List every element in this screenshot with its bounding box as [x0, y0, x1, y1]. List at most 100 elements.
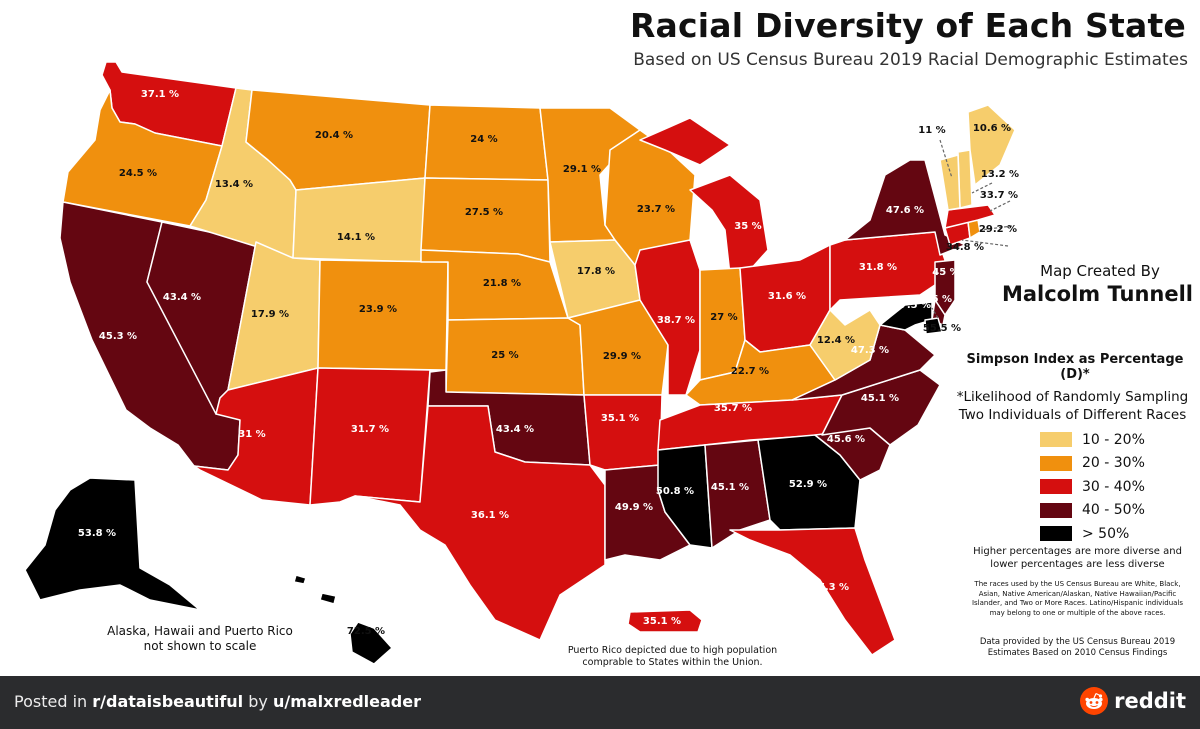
by-text: by	[248, 692, 268, 711]
alaska-hawaii-note: Alaska, Hawaii and Puerto Rico not shown…	[107, 624, 293, 653]
state-wy	[292, 177, 426, 263]
state-label-sc: 45.6 %	[827, 434, 865, 445]
state-label-nj: 45 %	[932, 267, 959, 278]
state-label-fl: 37.3 %	[811, 582, 849, 593]
puerto-rico-note: Puerto Rico depicted due to high populat…	[567, 645, 778, 668]
state-ar	[583, 394, 663, 471]
state-label-ga: 52.9 %	[789, 479, 827, 490]
reddit-wordmark: reddit	[1114, 689, 1186, 713]
state-label-oh: 31.6 %	[768, 291, 806, 302]
state-label-nm: 31.7 %	[351, 424, 389, 435]
legend-swatch	[1040, 526, 1072, 542]
data-source: Data provided by the US Census Bureau 20…	[979, 637, 1176, 658]
state-label-mn: 29.1 %	[563, 164, 601, 175]
legend-label: 40 - 50%	[1082, 502, 1145, 519]
state-label-nd: 24 %	[470, 134, 497, 145]
legend-label: 30 - 40%	[1082, 478, 1145, 495]
state-label-de: 46.5 %	[914, 294, 952, 305]
legend: 10 - 20% 20 - 30% 30 - 40% 40 - 50% > 50…	[1040, 428, 1145, 546]
state-label-dc: 55.5 %	[923, 323, 961, 334]
state-label-tn: 35.7 %	[714, 403, 752, 414]
state-label-ca: 45.3 %	[99, 331, 137, 342]
state-label-al: 45.1 %	[711, 482, 749, 493]
state-label-ar: 35.1 %	[601, 413, 639, 424]
state-label-nv: 43.4 %	[163, 292, 201, 303]
state-label-me: 10.6 %	[973, 123, 1011, 134]
state-label-az: 31 %	[238, 429, 265, 440]
state-al	[704, 439, 771, 549]
legend-label: > 50%	[1082, 525, 1130, 542]
state-label-nc: 45.1 %	[861, 393, 899, 404]
reddit-footer: Posted in r/dataisbeautiful by u/malxred…	[0, 676, 1200, 729]
state-label-ia: 17.8 %	[577, 266, 615, 277]
state-label-ri: 29.2 %	[979, 224, 1017, 235]
state-label-mo: 29.9 %	[603, 351, 641, 362]
legend-swatch	[1040, 455, 1072, 471]
state-label-ct: 34.8 %	[946, 242, 984, 253]
state-sd	[420, 177, 551, 263]
state-label-va: 47.3 %	[851, 345, 889, 356]
state-label-id: 13.4 %	[215, 179, 253, 190]
state-ak	[24, 477, 201, 611]
state-label-ok: 43.4 %	[496, 424, 534, 435]
state-label-pa: 31.8 %	[859, 262, 897, 273]
state-label-il: 38.7 %	[657, 315, 695, 326]
state-label-ms: 50.8 %	[656, 486, 694, 497]
map-title: Racial Diversity of Each State	[629, 6, 1186, 45]
state-label-wv: 12.4 %	[817, 335, 855, 346]
state-label-tx: 36.1 %	[471, 510, 509, 521]
state-il	[634, 239, 701, 396]
state-hi	[293, 574, 393, 665]
legend-item: 30 - 40%	[1040, 475, 1145, 499]
legend-item: > 50%	[1040, 522, 1145, 546]
legend-swatch	[1040, 432, 1072, 448]
state-label-ky: 22.7 %	[731, 366, 769, 377]
state-label-vt: 11 %	[918, 125, 945, 136]
state-label-in: 27 %	[710, 312, 737, 323]
state-label-hi: 72.5 %	[347, 626, 385, 637]
state-me	[967, 104, 1016, 186]
state-label-wi: 23.7 %	[637, 204, 675, 215]
posted-in-text: Posted in	[14, 692, 88, 711]
state-ny	[844, 159, 966, 256]
state-label-ne: 21.8 %	[483, 278, 521, 289]
legend-title: Simpson Index as Percentage (D)*	[966, 352, 1184, 382]
state-dc	[924, 317, 943, 335]
state-ma	[944, 204, 996, 229]
credit-name: Malcolm Tunnell	[1001, 282, 1194, 306]
reddit-logo[interactable]: reddit	[1080, 687, 1186, 715]
state-nm	[309, 367, 431, 506]
state-label-ks: 25 %	[491, 350, 518, 361]
state-label-mt: 20.4 %	[315, 130, 353, 141]
state-tx	[354, 405, 606, 641]
legend-label: 20 - 30%	[1082, 455, 1145, 472]
state-label-la: 49.9 %	[615, 502, 653, 513]
state-label-sd: 27.5 %	[465, 207, 503, 218]
state-pr	[627, 609, 703, 633]
state-label-ut: 17.9 %	[251, 309, 289, 320]
state-label-wy: 14.1 %	[337, 232, 375, 243]
map-image: 37.1 % 24.5 % 45.3 % 43.4 % 13.4 % 20.4 % 14.1…	[24, 6, 1194, 668]
reddit-alien-icon	[1080, 687, 1109, 715]
state-fl	[729, 527, 896, 656]
legend-item: 40 - 50%	[1040, 499, 1145, 523]
post-attribution: Posted in r/dataisbeautiful by u/malxred…	[14, 692, 421, 711]
subreddit-link[interactable]: r/dataisbeautiful	[92, 692, 244, 711]
state-co	[317, 259, 449, 371]
diversity-explanation: Higher percentages are more diverse and …	[973, 546, 1182, 570]
map-subtitle: Based on US Census Bureau 2019 Racial De…	[633, 50, 1188, 70]
user-link[interactable]: u/malxredleader	[272, 692, 421, 711]
legend-item: 10 - 20%	[1040, 428, 1145, 452]
state-label-pr: 35.1 %	[643, 616, 681, 627]
legend-note: *Likelihood of Randomly Sampling Two Ind…	[956, 389, 1189, 423]
us-map: 37.1 % 24.5 % 45.3 % 43.4 % 13.4 % 20.4 % 14.1…	[24, 61, 1019, 665]
state-label-mi: 35 %	[734, 221, 761, 232]
state-wv	[809, 309, 881, 381]
state-nj	[934, 259, 956, 316]
state-label-md: 57.5 %	[893, 300, 931, 311]
state-label-co: 23.9 %	[359, 304, 397, 315]
legend-swatch	[1040, 479, 1072, 495]
state-label-or: 24.5 %	[119, 168, 157, 179]
legend-label: 10 - 20%	[1082, 431, 1145, 448]
